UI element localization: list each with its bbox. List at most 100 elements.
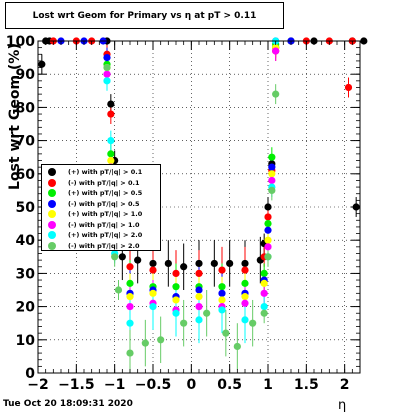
y-tick-label: 100	[6, 34, 35, 50]
x-tick-label: −1.5	[58, 377, 95, 393]
legend-entry: (-) with pT/|q| > 0.5	[42, 199, 160, 209]
data-point	[157, 336, 165, 344]
legend-marker	[48, 178, 56, 187]
data-point	[103, 77, 111, 85]
data-point	[126, 293, 134, 301]
data-point	[260, 303, 268, 311]
data-point	[103, 54, 111, 62]
data-point	[241, 316, 249, 324]
data-point	[195, 293, 203, 301]
data-point	[103, 63, 111, 72]
data-point	[126, 319, 134, 327]
legend-label: (+) with pT/|q| > 0.1	[68, 168, 143, 176]
data-point	[268, 186, 276, 194]
data-point	[218, 289, 226, 297]
data-point	[114, 286, 123, 294]
data-point	[241, 279, 249, 287]
data-point	[249, 319, 257, 327]
y-tick-label: 70	[16, 134, 36, 150]
data-point	[149, 303, 157, 311]
data-point	[195, 316, 203, 324]
y-tick-label: 20	[16, 300, 36, 316]
data-point	[233, 342, 241, 351]
data-point	[103, 70, 111, 78]
data-point	[264, 253, 272, 261]
x-tick-label: 0	[186, 377, 196, 393]
data-point	[260, 279, 268, 287]
data-point	[134, 256, 142, 264]
data-point	[172, 283, 180, 291]
legend-entry: (-) with pT/|q| > 2.0	[42, 241, 160, 251]
data-point	[107, 156, 115, 165]
data-point	[126, 263, 134, 271]
data-point	[222, 329, 230, 337]
data-point	[226, 259, 234, 268]
legend-label: (+) with pT/|q| > 2.0	[68, 231, 143, 239]
legend-entry: (+) with pT/|q| > 1.0	[42, 209, 160, 219]
data-point	[195, 286, 203, 294]
data-point	[268, 170, 276, 178]
data-point	[268, 153, 276, 161]
x-tick-label: 2	[340, 377, 350, 393]
data-point	[164, 259, 172, 268]
data-point	[38, 60, 46, 68]
data-point	[260, 269, 268, 277]
x-tick-label: −2	[27, 377, 48, 393]
y-tick-label: 60	[16, 167, 36, 183]
x-axis-label: η	[338, 398, 347, 413]
y-tick-label: 90	[16, 67, 36, 83]
legend-marker	[48, 220, 56, 229]
title-box: Lost wrt Geom for Primary vs η at pT > 0…	[5, 2, 284, 29]
data-point	[241, 259, 249, 268]
data-point	[268, 176, 276, 185]
legend-entry: (+) with pT/|q| > 0.1	[42, 167, 160, 177]
data-point	[210, 259, 218, 268]
legend: (+) with pT/|q| > 0.1 (-) with pT/|q| > …	[41, 164, 161, 251]
legend-label: (-) with pT/|q| > 2.0	[68, 241, 140, 250]
data-point	[260, 309, 268, 317]
data-point	[107, 137, 115, 145]
data-point	[180, 263, 188, 271]
legend-entry: (+) with pT/|q| > 2.0	[42, 230, 160, 240]
data-point	[241, 293, 249, 301]
legend-entry: (-) with pT/|q| > 1.0	[42, 220, 160, 230]
x-tick-label: −1	[104, 377, 125, 393]
data-point	[264, 213, 272, 221]
data-point	[126, 349, 134, 357]
data-point	[241, 299, 249, 307]
data-point	[107, 110, 115, 118]
y-tick-label: 10	[16, 333, 36, 349]
data-point	[111, 253, 119, 261]
y-tick-label: 30	[16, 266, 36, 282]
data-point	[107, 100, 115, 108]
y-tick-label: 40	[16, 233, 36, 249]
legend-entry: (+) with pT/|q| > 0.5	[42, 188, 160, 198]
data-point	[195, 303, 203, 311]
data-point	[126, 303, 134, 311]
data-point	[172, 269, 180, 277]
data-point	[264, 236, 272, 244]
data-point	[264, 203, 272, 211]
legend-label: (+) with pT/|q| > 1.0	[68, 210, 143, 218]
data-point	[272, 90, 280, 98]
x-tick-label: −0.5	[135, 377, 172, 393]
legend-marker	[48, 189, 56, 197]
legend-label: (-) with pT/|q| > 0.1	[68, 178, 140, 187]
data-point	[268, 163, 276, 171]
data-point	[203, 309, 211, 317]
legend-label: (+) with pT/|q| > 0.5	[68, 189, 143, 197]
data-point	[264, 226, 272, 234]
data-point	[360, 37, 368, 45]
data-point	[149, 259, 157, 268]
legend-marker	[48, 241, 56, 250]
data-point	[241, 266, 249, 274]
y-axis-label: Lost wrt Geom (%)	[7, 43, 23, 190]
x-tick-label: 1	[263, 377, 273, 393]
y-tick-label: 80	[16, 100, 36, 116]
data-point	[264, 220, 272, 228]
data-point	[218, 283, 226, 291]
legend-marker	[48, 199, 56, 208]
data-point	[126, 279, 134, 287]
data-point	[141, 339, 149, 347]
legend-marker	[48, 231, 56, 239]
